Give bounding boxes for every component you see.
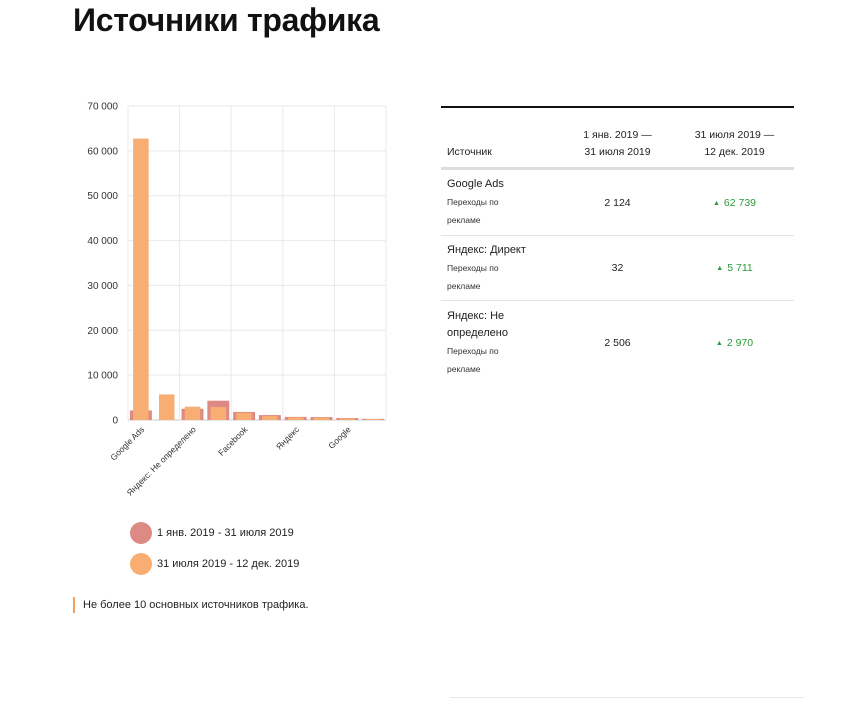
table-top-rule (441, 106, 794, 108)
legend-label-period1: 1 янв. 2019 - 31 июля 2019 (157, 527, 294, 539)
legend-item-period2[interactable]: 31 июля 2019 - 12 дек. 2019 (130, 553, 299, 575)
legend-label-period2: 31 июля 2019 - 12 дек. 2019 (157, 558, 300, 570)
bar-period2 (236, 412, 252, 420)
x-tick-label: Яндекс (274, 424, 302, 452)
y-tick-label: 30 000 (87, 281, 118, 292)
header-period1-line2: 31 июля 2019 (584, 146, 651, 158)
bar-period2 (262, 415, 278, 420)
legend-swatch-period1-icon (130, 522, 152, 544)
source-subtitle-line1: Переходы по (447, 197, 499, 207)
value-period2: ▲ 2 970 (676, 337, 793, 349)
y-tick-label: 60 000 (87, 146, 118, 157)
value-period2: ▲ 62 739 (676, 197, 793, 209)
footnote: Не более 10 основных источников трафика. (73, 597, 309, 613)
y-tick-label: 70 000 (87, 102, 118, 113)
value-period2: ▲ 5 711 (676, 262, 793, 274)
legend-swatch-period2-icon (130, 553, 152, 575)
x-tick-label: Google (326, 424, 353, 451)
source-subtitle-line1: Переходы по (447, 262, 499, 273)
table-row: Яндекс: Директ Переходы по рекламе 32 ▲ 5… (441, 236, 794, 301)
bar-period2 (184, 406, 201, 420)
row-source: Google Ads Переходы по рекламе (441, 170, 559, 235)
source-subtitle-line2: рекламе (447, 280, 481, 291)
table-row: Яндекс: Не определено Переходы по реклам… (441, 301, 794, 385)
x-tick-label: Facebook (216, 424, 250, 458)
bar-period2 (287, 417, 304, 420)
traffic-table: Источник 1 янв. 2019 — 31 июля 2019 31 и… (441, 106, 794, 385)
bottom-divider (450, 697, 804, 698)
y-tick-label: 40 000 (87, 236, 118, 247)
source-name-line2: определено (447, 327, 508, 339)
value-period1: 2 124 (604, 196, 631, 209)
bar-period2 (158, 394, 175, 420)
source-subtitle-line1: Переходы по (447, 346, 499, 356)
y-tick-label: 50 000 (87, 191, 118, 202)
header-period2-line1: 31 июля 2019 — (694, 129, 775, 141)
bar-period2 (365, 419, 381, 420)
source-subtitle-line2: рекламе (447, 364, 481, 374)
source-name: Google Ads (447, 178, 504, 190)
y-tick-label: 10 000 (87, 371, 118, 382)
header-period1: 1 янв. 2019 — 31 июля 2019 (559, 127, 676, 161)
value-period2-number: 2 970 (726, 337, 754, 349)
value-period1: 32 (611, 262, 624, 274)
source-subtitle-line2: рекламе (447, 215, 481, 225)
header-period2: 31 июля 2019 — 12 дек. 2019 (676, 127, 793, 161)
row-source: Яндекс: Не определено Переходы по реклам… (441, 302, 559, 384)
y-tick-label: 0 (112, 416, 118, 427)
source-name: Яндекс: Директ (447, 243, 526, 256)
y-tick-label: 20 000 (87, 326, 118, 337)
header-period1-line1: 1 янв. 2019 — (583, 129, 652, 141)
triangle-up-icon: ▲ (715, 340, 723, 347)
bar-period2 (210, 406, 227, 420)
value-period1: 2 506 (604, 337, 631, 349)
row-source: Яндекс: Директ Переходы по рекламе (441, 236, 559, 301)
table-header: Источник 1 янв. 2019 — 31 июля 2019 31 и… (441, 108, 794, 170)
legend-item-period1[interactable]: 1 янв. 2019 - 31 июля 2019 (130, 522, 299, 544)
value-period2-number: 5 711 (727, 262, 753, 274)
bar-period2 (313, 417, 330, 420)
page-title: Источники трафика (73, 2, 380, 38)
source-name-line1: Яндекс: Не (447, 310, 505, 322)
traffic-bar-chart: 70 000 60 000 50 000 40 000 30 000 20 000 10 0… (87, 102, 387, 498)
header-period2-line2: 12 дек. 2019 (704, 146, 765, 158)
bar-period2 (133, 138, 149, 420)
triangle-up-icon: ▲ (712, 199, 720, 207)
chart-legend: 1 янв. 2019 - 31 июля 2019 31 июля 2019 … (130, 522, 299, 584)
table-row: Google Ads Переходы по рекламе 2 124 ▲ 62… (441, 170, 794, 236)
header-source: Источник (447, 146, 492, 158)
bar-period2 (339, 418, 356, 420)
value-period2-number: 62 739 (723, 196, 757, 209)
triangle-up-icon: ▲ (716, 265, 724, 272)
x-tick-label: Google Ads (108, 424, 146, 462)
